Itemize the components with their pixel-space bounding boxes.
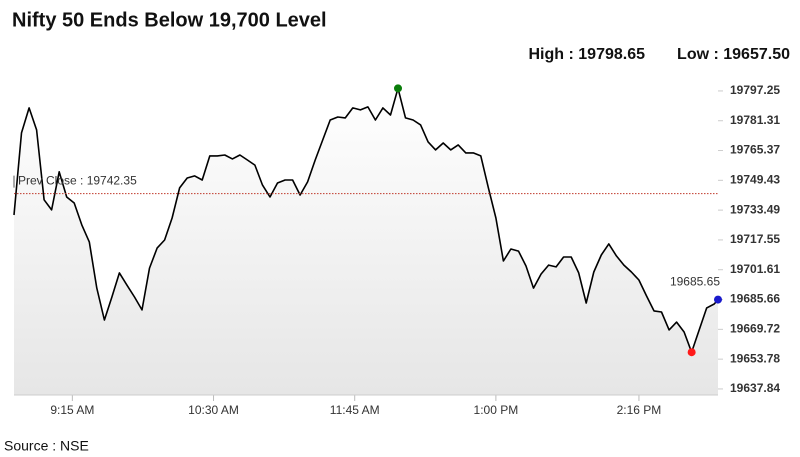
high-label: High : 19798.65 [529,46,646,63]
y-tick-label: 19637.84 [730,381,780,395]
last-value-label: 19685.65 [670,275,720,289]
y-tick-label: 19797.25 [730,83,780,97]
x-tick-label: 11:45 AM [330,403,380,417]
low-dot [687,348,696,357]
y-tick-label: 19717.55 [730,232,780,246]
x-tick-label: 1:00 PM [474,403,519,417]
y-tick-label: 19765.37 [730,143,780,157]
last-dot [714,295,722,304]
chart-title: Nifty 50 Ends Below 19,700 Level [12,9,327,31]
low-label: Low : 19657.50 [677,46,790,63]
y-tick-label: 19685.66 [730,292,780,306]
x-tick-label: 10:30 AM [188,403,239,417]
y-tick-label: 19781.31 [730,113,780,127]
y-tick-label: 19733.49 [730,202,780,216]
y-tick-label: 19701.61 [730,262,780,276]
area-fill [14,88,718,396]
y-tick-label: 19669.72 [730,322,780,336]
y-tick-label: 19653.78 [730,351,780,365]
x-tick-label: 9:15 AM [50,403,94,417]
y-tick-label: 19749.43 [730,173,780,187]
source: Source : NSE [4,438,89,454]
high-dot [394,84,402,93]
price-line [13,87,719,353]
prev-close-label: Prev Close : 19742.35 [18,174,137,188]
x-tick-label: 2:16 PM [617,403,662,417]
